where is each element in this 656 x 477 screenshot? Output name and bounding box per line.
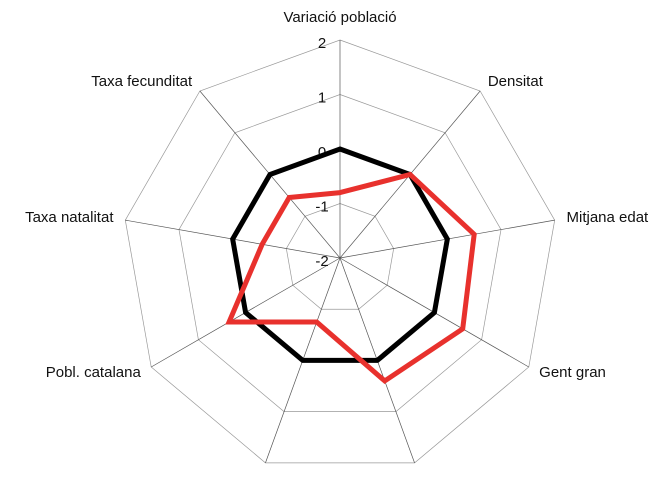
axis-label: Densitat: [488, 73, 544, 90]
axis-label: Envelliment: [419, 475, 497, 477]
y-tick-label: -1: [315, 198, 328, 215]
grid-ring: [124, 39, 556, 464]
axis-label: Variació població: [283, 9, 396, 26]
radar-series: [225, 171, 477, 385]
axis-label: Taxa fecunditat: [91, 73, 193, 90]
axis-label: Gent gran: [539, 364, 606, 381]
y-tick-label: 1: [318, 89, 326, 106]
y-tick-label: 0: [318, 144, 326, 161]
y-tick-label: -2: [315, 253, 328, 270]
axis-label: Pobl. estrangera: [151, 475, 262, 477]
axis-label: Mitjana edat: [567, 209, 650, 226]
y-tick-label: 2: [318, 35, 326, 52]
grid-ring: [178, 94, 502, 412]
axis-label: Pobl. catalana: [46, 364, 142, 381]
axis-label: Taxa natalitat: [25, 209, 114, 226]
radar-series: [230, 146, 450, 363]
grid-ring: [285, 203, 395, 310]
